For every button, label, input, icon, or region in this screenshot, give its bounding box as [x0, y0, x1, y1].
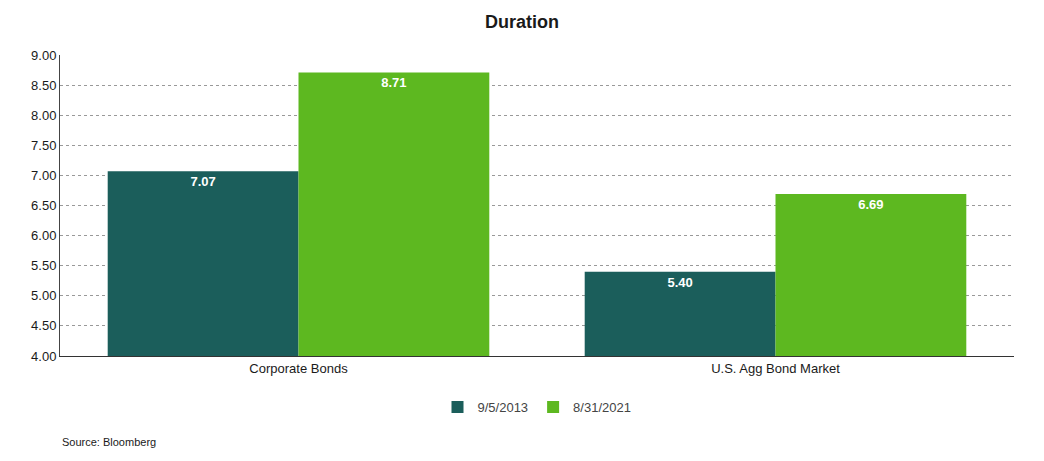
svg-text:8.71: 8.71 — [381, 75, 406, 90]
svg-text:5.40: 5.40 — [667, 275, 692, 290]
svg-text:7.07: 7.07 — [190, 174, 215, 189]
svg-text:6.50: 6.50 — [31, 198, 56, 213]
svg-text:5.00: 5.00 — [31, 288, 56, 303]
svg-text:9.00: 9.00 — [31, 48, 56, 63]
svg-text:U.S. Agg Bond Market: U.S. Agg Bond Market — [711, 361, 840, 376]
svg-text:8.00: 8.00 — [31, 108, 56, 123]
svg-text:4.00: 4.00 — [31, 349, 56, 364]
svg-text:8.50: 8.50 — [31, 78, 56, 93]
svg-text:5.50: 5.50 — [31, 258, 56, 273]
svg-text:6.00: 6.00 — [31, 228, 56, 243]
svg-text:7.50: 7.50 — [31, 138, 56, 153]
svg-text:9/5/2013: 9/5/2013 — [478, 400, 529, 415]
svg-text:Duration: Duration — [485, 12, 559, 32]
svg-text:Corporate Bonds: Corporate Bonds — [249, 361, 348, 376]
svg-text:7.00: 7.00 — [31, 168, 56, 183]
svg-text:8/31/2021: 8/31/2021 — [573, 400, 631, 415]
svg-text:6.69: 6.69 — [858, 197, 883, 212]
svg-text:Source: Bloomberg: Source: Bloomberg — [62, 436, 156, 448]
svg-text:4.50: 4.50 — [31, 318, 56, 333]
